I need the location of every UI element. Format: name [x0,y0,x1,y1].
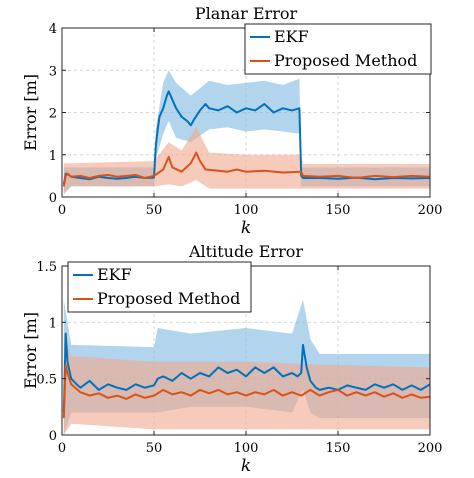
y-tick-label: 3 [49,64,57,79]
legend: EKF Proposed Method [67,261,252,313]
chart-title: Altitude Error [188,242,303,261]
y-tick-label: 4 [49,22,57,37]
legend-label: EKF [274,27,309,46]
legend-box [244,23,432,75]
y-axis-label: Error [m] [21,312,40,389]
y-tick-label: 2 [49,107,57,122]
x-tick-label: 100 [234,203,259,218]
x-tick-label: 200 [418,203,443,218]
x-axis-label: k [241,218,251,238]
series-line-ekf [62,90,431,185]
x-tick-label: 0 [58,203,66,218]
legend: EKF Proposed Method [244,23,432,75]
series-line-ekf [62,332,431,413]
y-tick-label: 1.5 [36,260,57,275]
x-tick-label: 150 [326,203,351,218]
y-tick-label: 0 [49,191,57,206]
y-tick-label: 1 [49,316,57,331]
legend-label: Proposed Method [274,51,417,70]
x-tick-label: 50 [146,441,163,456]
x-tick-label: 150 [326,441,351,456]
x-tick-label: 100 [234,441,259,456]
series-line-proposed [62,364,431,419]
chart-title: Planar Error [195,4,298,23]
chart-1: 0 50 100 150 200 0 1 2 3 4 Planar Error k Error [m] E… [21,4,442,238]
series-line-proposed [62,151,431,187]
x-axis-label: k [241,456,251,476]
legend-label: Proposed Method [97,289,240,308]
y-axis-label: Error [m] [21,74,40,151]
y-tick-label: 1 [49,149,57,164]
x-tick-label: 200 [418,441,443,456]
y-tick-label: 0 [49,429,57,444]
x-tick-label: 50 [146,203,163,218]
legend-label: EKF [97,265,132,284]
chart-2: 0 50 100 150 200 0 0.5 1 1.5 Altitude Error k Error… [21,242,442,476]
x-tick-label: 0 [58,441,66,456]
legend-box [67,261,252,313]
y-tick-label: 0.5 [36,373,57,388]
series-band-proposed [63,333,431,435]
